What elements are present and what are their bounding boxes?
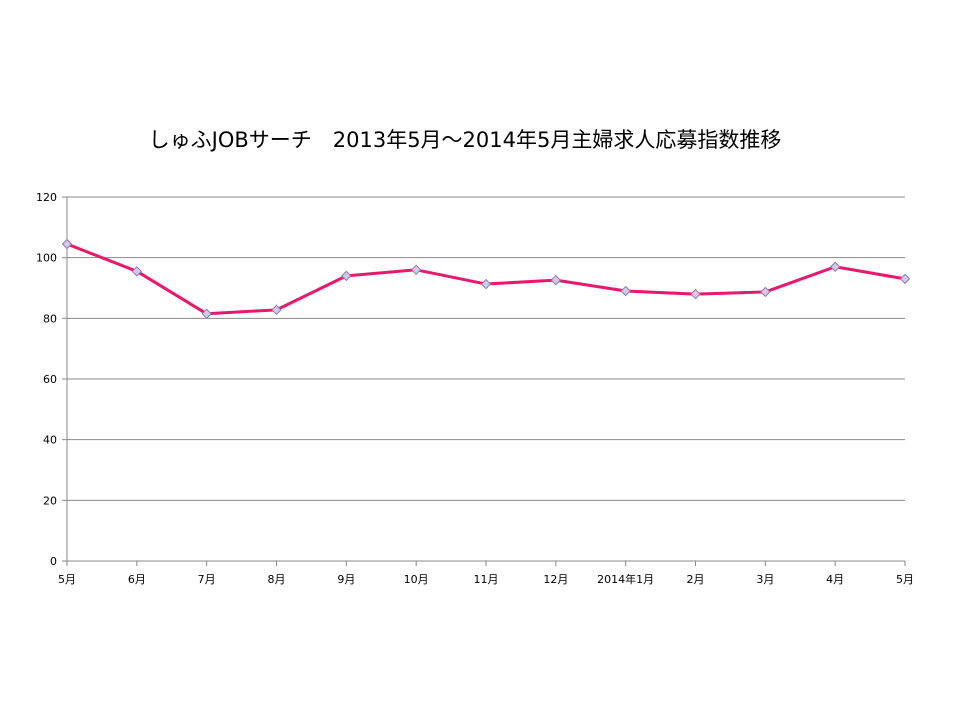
x-tick-label: 4月 (826, 573, 844, 586)
data-point-marker (341, 270, 352, 282)
y-axis-tick-labels: 0 20 40 60 80 100 120 (36, 191, 57, 568)
x-tick-label: 2014年1月 (597, 572, 654, 586)
data-point-marker (690, 288, 701, 300)
y-tick-label: 120 (36, 191, 57, 204)
data-point-marker (550, 274, 562, 286)
x-tick-label: 9月 (337, 573, 355, 586)
chart-title: しゅふJOBサーチ 2013年5月～2014年5月主婦求人応募指数推移 (148, 128, 782, 152)
x-tick-label: 12月 (543, 573, 568, 586)
data-point-marker (480, 278, 492, 290)
x-tick-label: 11月 (474, 573, 499, 586)
x-tick-label: 10月 (404, 573, 429, 586)
data-point-marker (61, 238, 73, 250)
data-point-marker (899, 273, 911, 285)
series-markers (61, 238, 911, 319)
data-point-marker (410, 264, 422, 276)
x-tick-label: 8月 (268, 573, 286, 586)
data-point-marker (760, 286, 771, 298)
axes (62, 196, 906, 566)
gridlines (67, 196, 905, 501)
y-tick-label: 0 (50, 555, 57, 568)
data-point-marker (271, 304, 282, 316)
data-point-marker (131, 266, 143, 277)
data-point-marker (201, 308, 212, 319)
x-tick-label: 5月 (896, 573, 914, 586)
y-tick-label: 100 (36, 252, 57, 265)
x-axis-tick-labels: 5月 6月 7月 8月 9月 10月 11月 12月 2014年1月 2月 3月 4月 5月 (58, 572, 914, 586)
x-tick-label: 7月 (198, 573, 216, 586)
y-tick-label: 60 (43, 373, 57, 386)
x-tick-label: 3月 (756, 573, 774, 586)
x-tick-label: 5月 (58, 573, 76, 586)
y-tick-label: 20 (43, 494, 57, 507)
x-tick-label: 2月 (687, 573, 705, 586)
y-tick-label: 40 (43, 434, 57, 447)
y-tick-label: 80 (43, 312, 57, 325)
data-point-marker (620, 285, 631, 297)
x-tick-label: 6月 (128, 573, 146, 586)
data-point-marker (829, 261, 841, 272)
